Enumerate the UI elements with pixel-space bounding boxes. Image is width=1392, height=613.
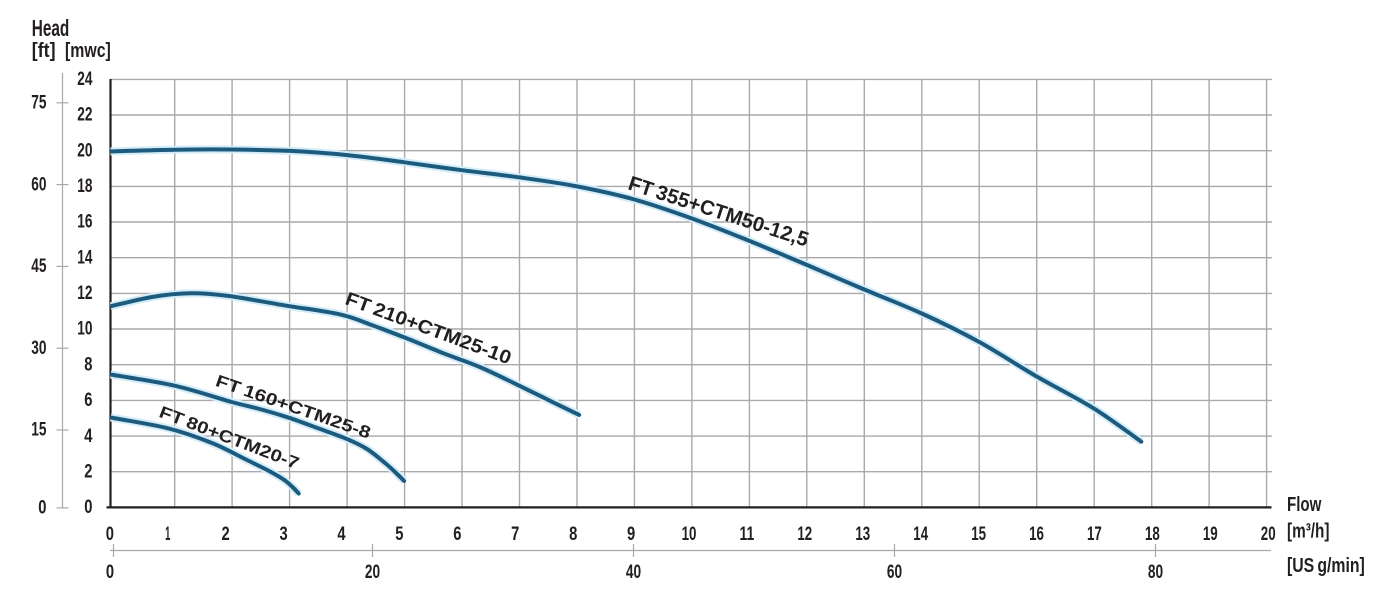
svg-text:20: 20 (1261, 524, 1276, 545)
svg-text:24: 24 (77, 69, 93, 90)
svg-text:60: 60 (31, 174, 46, 195)
svg-text:19: 19 (1203, 524, 1218, 545)
svg-text:3: 3 (280, 524, 288, 545)
svg-text:45: 45 (31, 256, 47, 277)
svg-text:18: 18 (1145, 524, 1160, 545)
svg-text:0: 0 (106, 562, 114, 583)
svg-text:Flow: Flow (1287, 494, 1322, 516)
svg-text:20: 20 (365, 562, 380, 583)
svg-text:0: 0 (84, 497, 92, 518)
svg-text:[US g/min]: [US g/min] (1287, 555, 1365, 577)
svg-text:13: 13 (855, 524, 870, 545)
svg-text:16: 16 (77, 212, 92, 233)
svg-text:6: 6 (84, 390, 92, 411)
svg-text:Head: Head (32, 15, 70, 41)
svg-text:[mwc]: [mwc] (65, 40, 111, 62)
svg-text:[m³/h]: [m³/h] (1287, 521, 1330, 543)
svg-text:0: 0 (106, 524, 114, 545)
svg-text:80: 80 (1148, 562, 1163, 583)
svg-text:60: 60 (887, 562, 902, 583)
svg-text:10: 10 (77, 319, 92, 340)
svg-text:22: 22 (77, 105, 92, 126)
svg-text:11: 11 (740, 524, 755, 545)
svg-text:5: 5 (395, 524, 404, 545)
svg-text:75: 75 (31, 93, 47, 114)
svg-text:10: 10 (682, 524, 697, 545)
svg-text:12: 12 (77, 283, 92, 304)
svg-text:1: 1 (165, 524, 170, 545)
svg-text:40: 40 (626, 562, 641, 583)
svg-text:8: 8 (84, 354, 92, 375)
svg-text:30: 30 (31, 338, 46, 359)
svg-text:18: 18 (77, 176, 92, 197)
svg-text:14: 14 (77, 247, 93, 268)
svg-text:20: 20 (77, 140, 92, 161)
svg-text:16: 16 (1029, 524, 1044, 545)
svg-text:8: 8 (569, 524, 577, 545)
svg-text:15: 15 (971, 524, 986, 545)
svg-text:2: 2 (84, 461, 92, 482)
svg-text:14: 14 (913, 524, 928, 545)
svg-text:12: 12 (797, 524, 812, 545)
svg-text:15: 15 (31, 420, 47, 441)
svg-text:9: 9 (627, 524, 635, 545)
svg-text:17: 17 (1087, 524, 1102, 545)
svg-text:4: 4 (337, 524, 346, 545)
svg-text:7: 7 (511, 524, 519, 545)
svg-text:2: 2 (222, 524, 230, 545)
svg-text:[ft]: [ft] (32, 40, 56, 62)
svg-text:4: 4 (84, 426, 93, 447)
svg-text:0: 0 (38, 498, 46, 519)
svg-text:6: 6 (453, 524, 461, 545)
